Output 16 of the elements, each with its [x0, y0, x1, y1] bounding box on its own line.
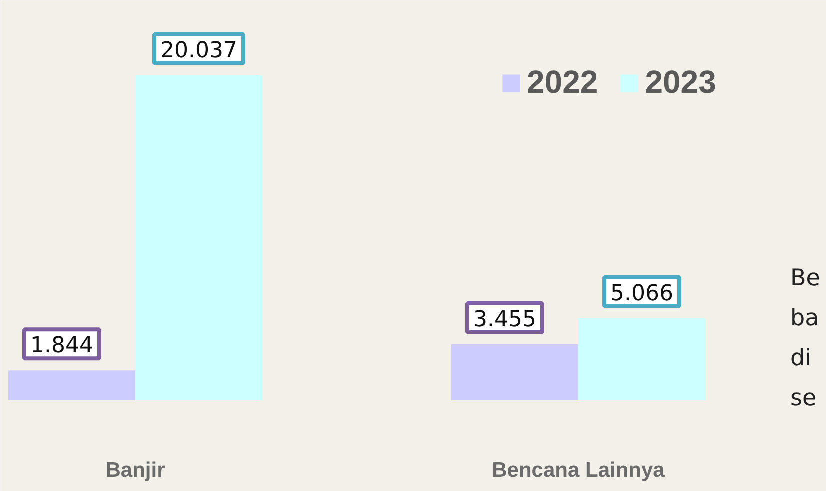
bar — [578, 318, 706, 400]
legend-label: 2023 — [645, 64, 716, 101]
bar — [452, 344, 578, 400]
data-label: 1.844 — [30, 334, 94, 359]
annotation: se — [790, 386, 817, 412]
bar — [8, 370, 136, 400]
bar — [136, 76, 262, 400]
annotation: di — [790, 346, 812, 372]
legend-label: 2022 — [527, 64, 598, 101]
data-label: 20.037 — [160, 38, 238, 64]
x-tick-label: Bencana Lainnya — [492, 459, 666, 482]
x-tick-label: Banjir — [106, 459, 166, 482]
data-label: 5.066 — [610, 281, 674, 306]
data-label: 3.455 — [474, 307, 536, 332]
annotation: ba — [790, 306, 820, 332]
annotation: Be — [790, 266, 820, 292]
